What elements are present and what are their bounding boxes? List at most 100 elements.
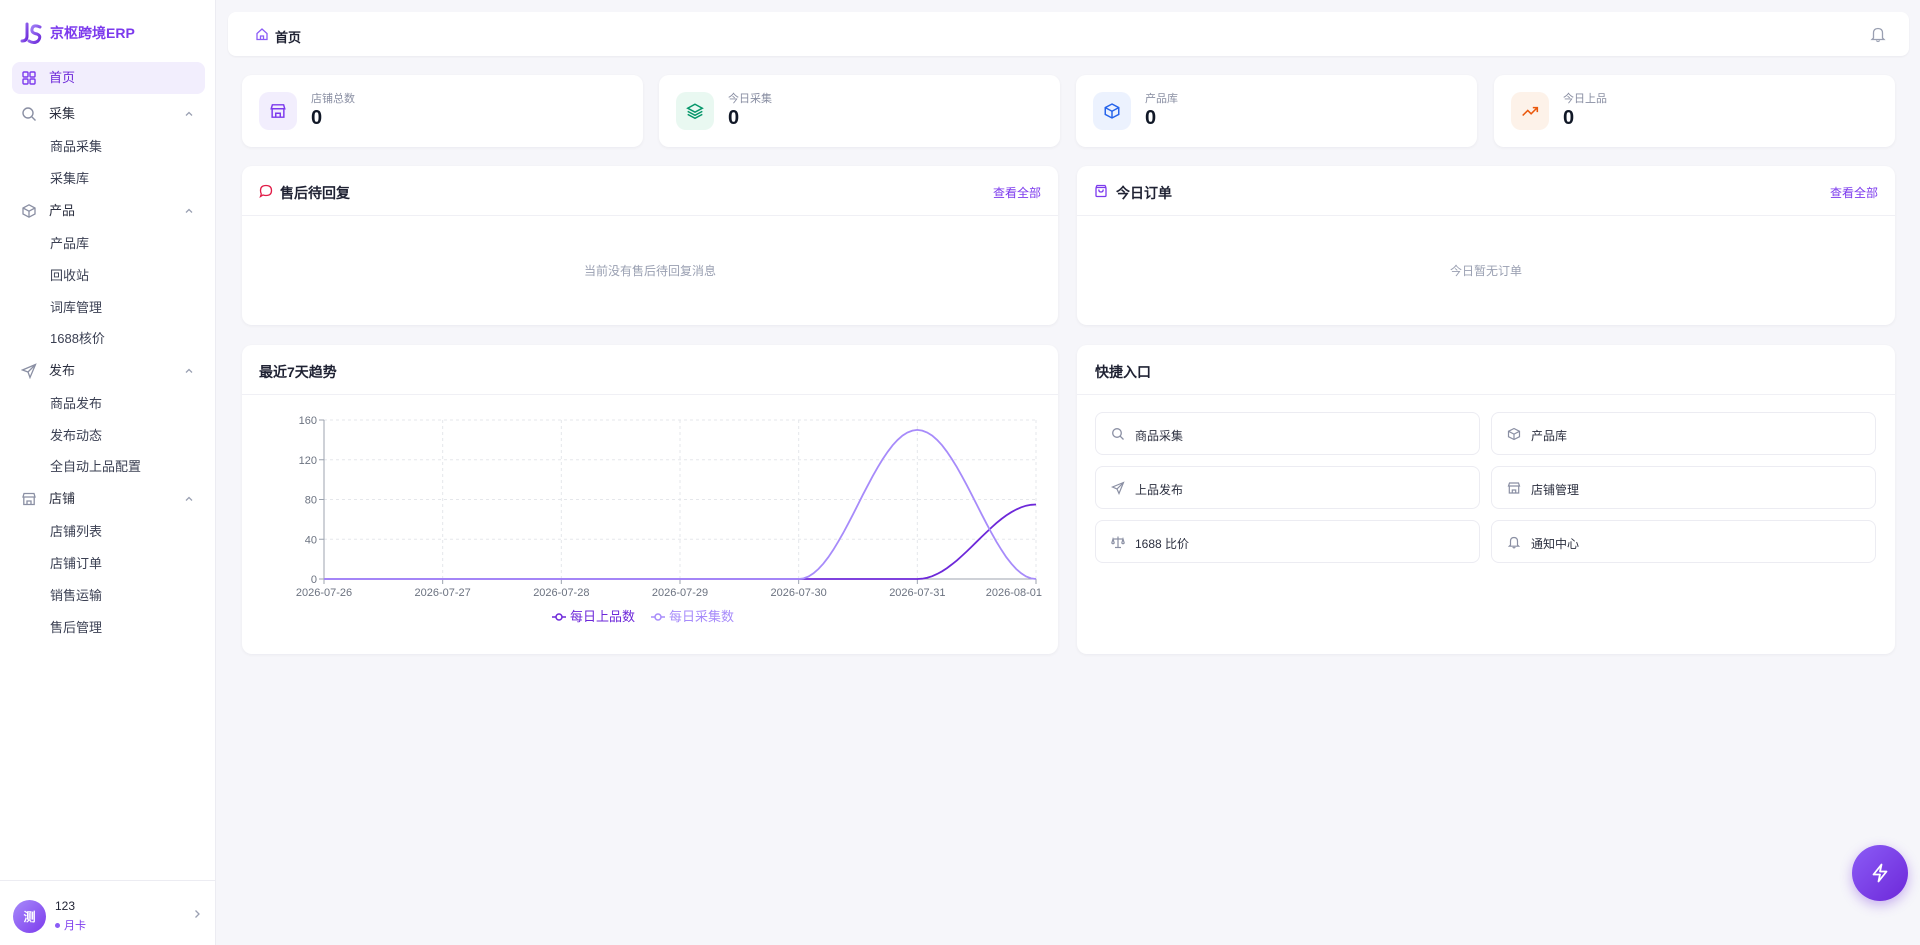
quick-product-library-button[interactable]: 产品库 — [1491, 412, 1876, 455]
panel-title: 售后待回复 — [280, 185, 350, 201]
bell-icon[interactable] — [1869, 25, 1887, 43]
y-tick-label: 160 — [299, 415, 317, 427]
sidebar-item-goods-publish[interactable]: 商品发布 — [50, 396, 103, 411]
x-tick-label: 2026-08-01 — [986, 587, 1042, 599]
send-icon — [21, 363, 37, 379]
search-icon — [1112, 428, 1124, 440]
x-tick-label: 2026-07-30 — [771, 587, 827, 599]
search-icon — [22, 107, 36, 121]
stat-icon-bg — [259, 92, 297, 130]
stat-label: 今日上品 — [1563, 93, 1607, 105]
stat-icon-bg — [1093, 92, 1131, 130]
x-tick-label: 2026-07-29 — [652, 587, 708, 599]
y-tick-label: 80 — [305, 495, 317, 507]
empty-message: 当前没有售后待回复消息 — [583, 264, 716, 278]
breadcrumb[interactable]: 首页 — [275, 30, 302, 45]
sidebar-group-label: 采集 — [49, 106, 76, 121]
stat-value: 0 — [311, 107, 323, 129]
stat-value: 0 — [1563, 107, 1575, 129]
home-icon — [256, 28, 268, 41]
user-name: 123 — [55, 899, 76, 913]
quick-action-fab[interactable] — [1852, 845, 1908, 901]
trend-panel: 最近7天趋势 0 40 80 120 160 2026-07-26 2026-07-27 20… — [242, 345, 1058, 654]
sidebar-group-label: 店铺 — [49, 491, 76, 506]
dashboard-icon — [22, 71, 36, 85]
store-icon — [22, 492, 36, 506]
chevron-right-icon — [195, 910, 200, 918]
top-bar: 首页 — [228, 12, 1909, 56]
panel-header: 今日订单 查看全部 — [1077, 166, 1895, 216]
box-icon — [22, 204, 36, 218]
sidebar-item-shop-list[interactable]: 店铺列表 — [50, 524, 103, 539]
sidebar-group-collect[interactable]: 采集 — [12, 98, 205, 130]
stat-icon-bg — [676, 92, 714, 130]
panel-title: 今日订单 — [1116, 185, 1172, 201]
stat-label: 产品库 — [1145, 93, 1178, 105]
sidebar-item-auto-listing[interactable]: 全自动上品配置 — [50, 459, 142, 474]
user-plan: 月卡 — [55, 917, 86, 933]
bell-icon — [1507, 536, 1521, 549]
sidebar-group-shop[interactable]: 店铺 — [12, 483, 205, 515]
view-all-link[interactable]: 查看全部 — [1829, 186, 1878, 200]
sidebar-item-home[interactable]: 首页 — [12, 62, 205, 94]
quick-label: 店铺管理 — [1531, 483, 1580, 497]
panel-title: 快捷入口 — [1095, 364, 1151, 380]
quick-notification-button[interactable]: 通知中心 — [1491, 520, 1876, 563]
brand[interactable]: 京枢跨境ERP — [18, 20, 135, 46]
sidebar-item-collect-goods[interactable]: 商品采集 — [50, 139, 103, 154]
x-tick-label: 2026-07-27 — [415, 587, 471, 599]
stat-card-today-listing[interactable]: 今日上品 0 — [1494, 75, 1895, 147]
x-tick-label: 2026-07-31 — [889, 587, 945, 599]
y-tick-label: 0 — [311, 574, 317, 586]
quick-label: 产品库 — [1531, 429, 1568, 443]
panel-title: 最近7天趋势 — [259, 364, 337, 380]
legend-marker — [555, 613, 563, 621]
quick-label: 通知中心 — [1531, 537, 1580, 551]
quick-publish-button[interactable]: 上品发布 — [1095, 466, 1480, 509]
box-icon — [1104, 103, 1120, 119]
sidebar-item-label: 首页 — [49, 70, 76, 85]
y-tick-label: 40 — [305, 534, 317, 546]
stat-value: 0 — [1145, 107, 1157, 129]
y-tick-label: 120 — [299, 455, 317, 467]
sidebar: 京枢跨境ERP 首页 采集 商品采集 采集库 产品 产品库 回收站 词库管理 1… — [0, 0, 216, 945]
sidebar-item-aftersale[interactable]: 售后管理 — [50, 620, 103, 635]
trend-chart[interactable]: 0 40 80 120 160 2026-07-26 2026-07-27 2026-07-2… — [242, 345, 1058, 654]
layers-icon — [686, 103, 704, 120]
message-icon — [259, 184, 273, 198]
stat-label: 今日采集 — [728, 93, 772, 105]
chevron-up-icon — [185, 111, 193, 116]
sidebar-item-sales-shipping[interactable]: 销售运输 — [50, 588, 103, 603]
view-all-link[interactable]: 查看全部 — [992, 186, 1041, 200]
quick-label: 1688 比价 — [1135, 537, 1190, 551]
lightning-icon — [1872, 863, 1888, 883]
quick-label: 上品发布 — [1135, 483, 1184, 497]
quick-label: 商品采集 — [1135, 429, 1184, 443]
aftersale-panel: 售后待回复 查看全部 当前没有售后待回复消息 — [242, 166, 1058, 325]
shopping-bag-icon — [1095, 184, 1107, 198]
sidebar-item-shop-orders[interactable]: 店铺订单 — [50, 556, 103, 571]
panel-header: 最近7天趋势 — [242, 345, 1058, 395]
sidebar-item-product-library[interactable]: 产品库 — [50, 236, 90, 251]
stat-value: 0 — [728, 107, 740, 129]
sidebar-item-collect-library[interactable]: 采集库 — [50, 171, 90, 186]
user-profile[interactable]: 测 123 月卡 — [0, 880, 216, 945]
panel-header: 快捷入口 — [1077, 345, 1895, 395]
series-line-0 — [324, 503, 1037, 580]
quick-1688-compare-button[interactable]: 1688 比价 — [1095, 520, 1480, 563]
chevron-up-icon — [185, 368, 193, 373]
legend-label: 每日上品数 — [570, 609, 635, 624]
sidebar-item-1688-pricing[interactable]: 1688核价 — [50, 331, 105, 346]
avatar: 测 — [13, 900, 46, 933]
sidebar-item-lexicon[interactable]: 词库管理 — [50, 300, 103, 315]
send-icon — [1111, 481, 1125, 495]
quick-collect-button[interactable]: 商品采集 — [1095, 412, 1480, 455]
sidebar-group-product[interactable]: 产品 — [12, 195, 205, 227]
sidebar-item-publish-feed[interactable]: 发布动态 — [50, 428, 103, 443]
stat-card-today-collect[interactable]: 今日采集 0 — [659, 75, 1060, 147]
sidebar-group-publish[interactable]: 发布 — [12, 355, 205, 387]
stat-card-shops[interactable]: 店铺总数 0 — [242, 75, 643, 147]
sidebar-item-recycle-bin[interactable]: 回收站 — [50, 268, 90, 283]
quick-shop-manage-button[interactable]: 店铺管理 — [1491, 466, 1876, 509]
stat-card-product-library[interactable]: 产品库 0 — [1076, 75, 1477, 147]
